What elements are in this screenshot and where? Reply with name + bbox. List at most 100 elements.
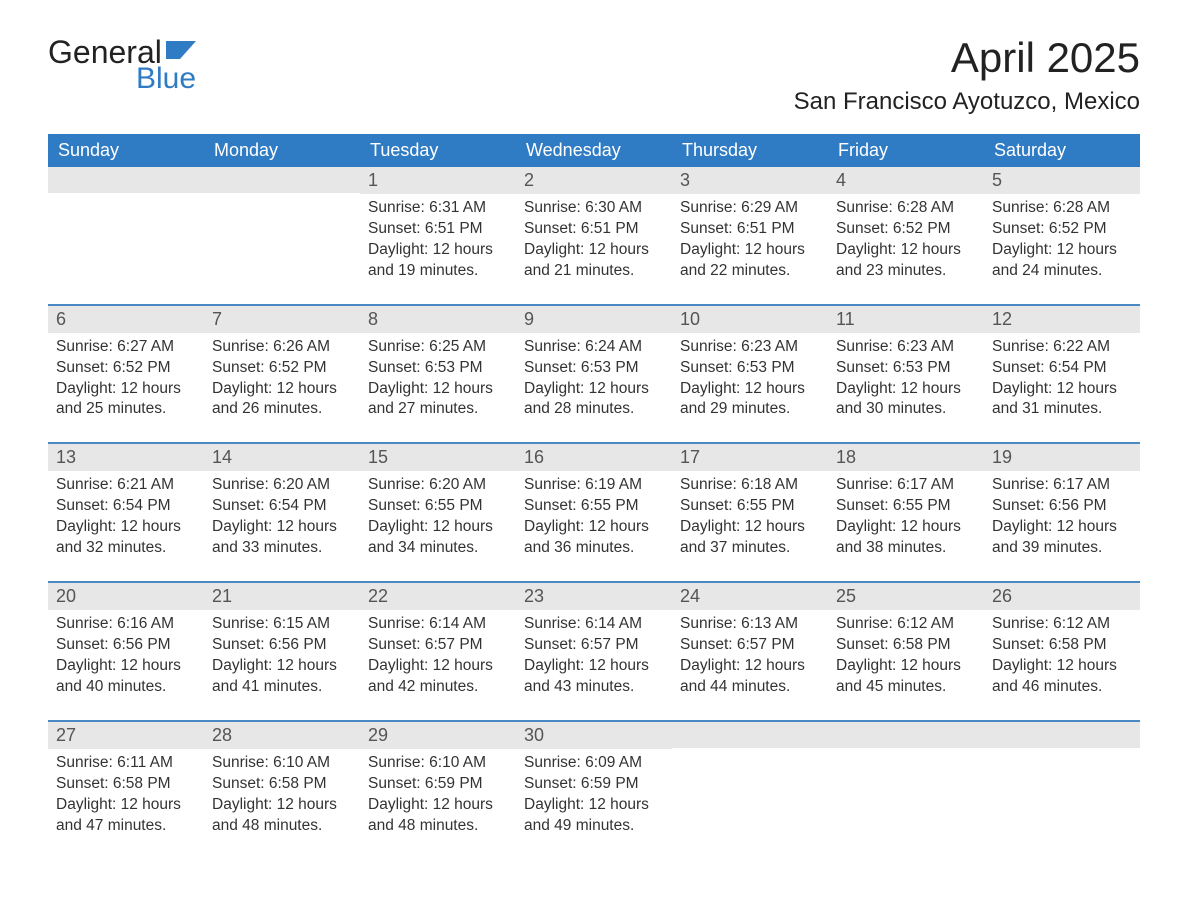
sunset-line: Sunset: 6:52 PM bbox=[836, 219, 976, 240]
daylight-line: Daylight: 12 hours and 19 minutes. bbox=[368, 240, 508, 282]
day-info: Sunrise: 6:24 AMSunset: 6:53 PMDaylight:… bbox=[516, 333, 672, 421]
day-number: 20 bbox=[48, 581, 204, 610]
day-info: Sunrise: 6:14 AMSunset: 6:57 PMDaylight:… bbox=[516, 610, 672, 698]
day-number: 3 bbox=[672, 167, 828, 194]
day-info: Sunrise: 6:28 AMSunset: 6:52 PMDaylight:… bbox=[828, 194, 984, 282]
calendar-day-cell: 1Sunrise: 6:31 AMSunset: 6:51 PMDaylight… bbox=[360, 167, 516, 304]
calendar-day-cell: 3Sunrise: 6:29 AMSunset: 6:51 PMDaylight… bbox=[672, 167, 828, 304]
sunset-line: Sunset: 6:56 PM bbox=[992, 496, 1132, 517]
sunset-line: Sunset: 6:54 PM bbox=[56, 496, 196, 517]
day-info: Sunrise: 6:17 AMSunset: 6:55 PMDaylight:… bbox=[828, 471, 984, 559]
calendar-day-cell: 16Sunrise: 6:19 AMSunset: 6:55 PMDayligh… bbox=[516, 442, 672, 581]
sunset-line: Sunset: 6:52 PM bbox=[992, 219, 1132, 240]
sunset-line: Sunset: 6:58 PM bbox=[992, 635, 1132, 656]
daylight-line: Daylight: 12 hours and 30 minutes. bbox=[836, 379, 976, 421]
calendar-week-row: 20Sunrise: 6:16 AMSunset: 6:56 PMDayligh… bbox=[48, 581, 1140, 720]
calendar-day-cell: 14Sunrise: 6:20 AMSunset: 6:54 PMDayligh… bbox=[204, 442, 360, 581]
weekday-header: Thursday bbox=[672, 134, 828, 167]
weekday-header: Friday bbox=[828, 134, 984, 167]
day-number: 29 bbox=[360, 720, 516, 749]
day-number: 17 bbox=[672, 442, 828, 471]
day-number: 5 bbox=[984, 167, 1140, 194]
calendar-week-row: 13Sunrise: 6:21 AMSunset: 6:54 PMDayligh… bbox=[48, 442, 1140, 581]
weekday-header: Saturday bbox=[984, 134, 1140, 167]
sunrise-line: Sunrise: 6:31 AM bbox=[368, 198, 508, 219]
calendar-day-cell: 25Sunrise: 6:12 AMSunset: 6:58 PMDayligh… bbox=[828, 581, 984, 720]
sunset-line: Sunset: 6:54 PM bbox=[992, 358, 1132, 379]
calendar-body: 1Sunrise: 6:31 AMSunset: 6:51 PMDaylight… bbox=[48, 167, 1140, 858]
sunset-line: Sunset: 6:51 PM bbox=[524, 219, 664, 240]
sunset-line: Sunset: 6:59 PM bbox=[524, 774, 664, 795]
day-number: 8 bbox=[360, 304, 516, 333]
calendar-day-cell: 2Sunrise: 6:30 AMSunset: 6:51 PMDaylight… bbox=[516, 167, 672, 304]
daylight-line: Daylight: 12 hours and 27 minutes. bbox=[368, 379, 508, 421]
calendar-week-row: 27Sunrise: 6:11 AMSunset: 6:58 PMDayligh… bbox=[48, 720, 1140, 859]
day-info: Sunrise: 6:29 AMSunset: 6:51 PMDaylight:… bbox=[672, 194, 828, 282]
day-info: Sunrise: 6:20 AMSunset: 6:55 PMDaylight:… bbox=[360, 471, 516, 559]
day-info: Sunrise: 6:13 AMSunset: 6:57 PMDaylight:… bbox=[672, 610, 828, 698]
weekday-header-row: SundayMondayTuesdayWednesdayThursdayFrid… bbox=[48, 134, 1140, 167]
calendar-page: General Blue April 2025 San Francisco Ay… bbox=[0, 0, 1188, 898]
calendar-week-row: 1Sunrise: 6:31 AMSunset: 6:51 PMDaylight… bbox=[48, 167, 1140, 304]
sunrise-line: Sunrise: 6:18 AM bbox=[680, 475, 820, 496]
daylight-line: Daylight: 12 hours and 45 minutes. bbox=[836, 656, 976, 698]
daylight-line: Daylight: 12 hours and 23 minutes. bbox=[836, 240, 976, 282]
sunset-line: Sunset: 6:52 PM bbox=[56, 358, 196, 379]
sunrise-line: Sunrise: 6:27 AM bbox=[56, 337, 196, 358]
day-number: 16 bbox=[516, 442, 672, 471]
daylight-line: Daylight: 12 hours and 48 minutes. bbox=[368, 795, 508, 837]
day-info: Sunrise: 6:14 AMSunset: 6:57 PMDaylight:… bbox=[360, 610, 516, 698]
day-number: 13 bbox=[48, 442, 204, 471]
day-number: 25 bbox=[828, 581, 984, 610]
empty-day-stripe bbox=[48, 167, 204, 193]
calendar-empty-cell bbox=[48, 167, 204, 304]
calendar-empty-cell bbox=[984, 720, 1140, 859]
calendar-day-cell: 27Sunrise: 6:11 AMSunset: 6:58 PMDayligh… bbox=[48, 720, 204, 859]
daylight-line: Daylight: 12 hours and 37 minutes. bbox=[680, 517, 820, 559]
calendar-day-cell: 22Sunrise: 6:14 AMSunset: 6:57 PMDayligh… bbox=[360, 581, 516, 720]
day-info: Sunrise: 6:12 AMSunset: 6:58 PMDaylight:… bbox=[984, 610, 1140, 698]
calendar-day-cell: 15Sunrise: 6:20 AMSunset: 6:55 PMDayligh… bbox=[360, 442, 516, 581]
calendar-table: SundayMondayTuesdayWednesdayThursdayFrid… bbox=[48, 134, 1140, 858]
calendar-day-cell: 18Sunrise: 6:17 AMSunset: 6:55 PMDayligh… bbox=[828, 442, 984, 581]
sunrise-line: Sunrise: 6:23 AM bbox=[836, 337, 976, 358]
empty-day-stripe bbox=[672, 720, 828, 748]
day-info: Sunrise: 6:11 AMSunset: 6:58 PMDaylight:… bbox=[48, 749, 204, 837]
sunrise-line: Sunrise: 6:16 AM bbox=[56, 614, 196, 635]
sunrise-line: Sunrise: 6:28 AM bbox=[836, 198, 976, 219]
daylight-line: Daylight: 12 hours and 44 minutes. bbox=[680, 656, 820, 698]
day-number: 30 bbox=[516, 720, 672, 749]
calendar-day-cell: 4Sunrise: 6:28 AMSunset: 6:52 PMDaylight… bbox=[828, 167, 984, 304]
daylight-line: Daylight: 12 hours and 26 minutes. bbox=[212, 379, 352, 421]
day-number: 28 bbox=[204, 720, 360, 749]
sunrise-line: Sunrise: 6:12 AM bbox=[992, 614, 1132, 635]
sunrise-line: Sunrise: 6:25 AM bbox=[368, 337, 508, 358]
sunset-line: Sunset: 6:57 PM bbox=[524, 635, 664, 656]
daylight-line: Daylight: 12 hours and 21 minutes. bbox=[524, 240, 664, 282]
flag-icon bbox=[166, 34, 196, 58]
day-info: Sunrise: 6:30 AMSunset: 6:51 PMDaylight:… bbox=[516, 194, 672, 282]
brand-word-2: Blue bbox=[136, 64, 196, 94]
calendar-day-cell: 29Sunrise: 6:10 AMSunset: 6:59 PMDayligh… bbox=[360, 720, 516, 859]
sunset-line: Sunset: 6:58 PM bbox=[56, 774, 196, 795]
calendar-day-cell: 26Sunrise: 6:12 AMSunset: 6:58 PMDayligh… bbox=[984, 581, 1140, 720]
sunset-line: Sunset: 6:55 PM bbox=[836, 496, 976, 517]
empty-day-stripe bbox=[828, 720, 984, 748]
sunrise-line: Sunrise: 6:17 AM bbox=[992, 475, 1132, 496]
sunset-line: Sunset: 6:53 PM bbox=[368, 358, 508, 379]
sunrise-line: Sunrise: 6:21 AM bbox=[56, 475, 196, 496]
calendar-day-cell: 8Sunrise: 6:25 AMSunset: 6:53 PMDaylight… bbox=[360, 304, 516, 443]
calendar-empty-cell bbox=[672, 720, 828, 859]
calendar-day-cell: 13Sunrise: 6:21 AMSunset: 6:54 PMDayligh… bbox=[48, 442, 204, 581]
calendar-day-cell: 9Sunrise: 6:24 AMSunset: 6:53 PMDaylight… bbox=[516, 304, 672, 443]
day-number: 1 bbox=[360, 167, 516, 194]
calendar-day-cell: 5Sunrise: 6:28 AMSunset: 6:52 PMDaylight… bbox=[984, 167, 1140, 304]
day-number: 18 bbox=[828, 442, 984, 471]
sunrise-line: Sunrise: 6:10 AM bbox=[212, 753, 352, 774]
day-info: Sunrise: 6:18 AMSunset: 6:55 PMDaylight:… bbox=[672, 471, 828, 559]
daylight-line: Daylight: 12 hours and 48 minutes. bbox=[212, 795, 352, 837]
day-number: 7 bbox=[204, 304, 360, 333]
sunset-line: Sunset: 6:54 PM bbox=[212, 496, 352, 517]
day-info: Sunrise: 6:25 AMSunset: 6:53 PMDaylight:… bbox=[360, 333, 516, 421]
sunrise-line: Sunrise: 6:09 AM bbox=[524, 753, 664, 774]
